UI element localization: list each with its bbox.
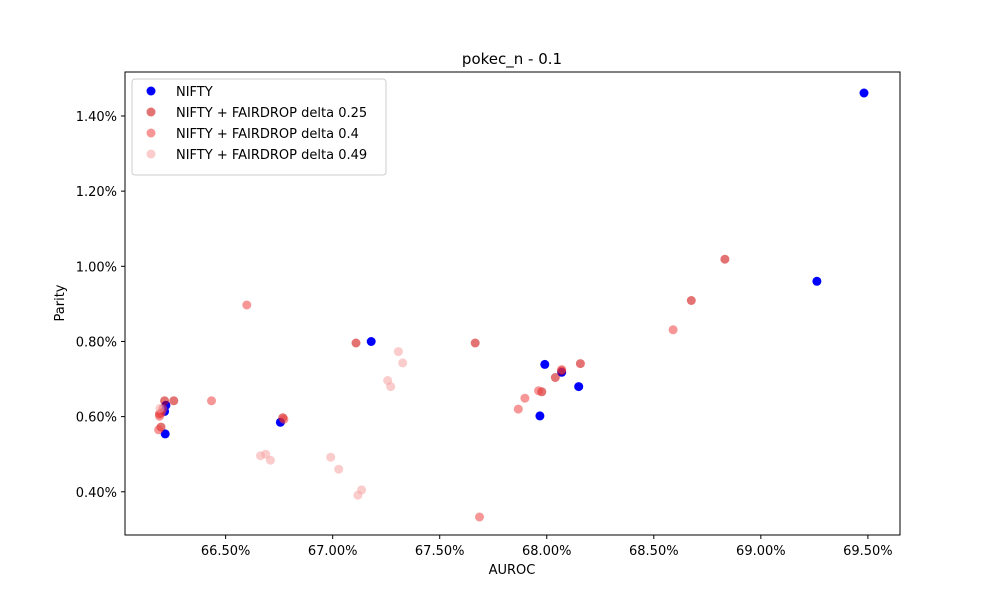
data-point (366, 337, 376, 346)
data-point (574, 382, 584, 392)
y-tick-label: 1.40% (76, 110, 117, 125)
y-axis-label: Parity (53, 284, 68, 321)
data-point (686, 296, 696, 305)
data-point (155, 403, 165, 413)
legend: NIFTY NIFTY + FAIRDROP delta 0.25 NIFTY + … (131, 78, 387, 176)
data-point (265, 455, 275, 465)
legend-label: NIFTY (176, 85, 213, 100)
data-point (550, 373, 560, 382)
y-tick-label: 0.80% (76, 335, 117, 350)
y-tick-label: 0.40% (76, 486, 117, 501)
data-point (160, 429, 170, 439)
data-point (470, 338, 480, 348)
data-point (575, 359, 585, 369)
data-point (242, 300, 252, 310)
legend-marker (146, 86, 156, 96)
legend-marker (146, 128, 156, 138)
data-point (351, 338, 361, 348)
legend-label: NIFTY + FAIRDROP delta 0.49 (176, 148, 367, 163)
data-point (720, 254, 730, 264)
legend-marker (146, 149, 156, 159)
legend-marker (146, 107, 156, 117)
data-point (386, 382, 396, 392)
data-point (334, 464, 344, 474)
x-tick-label: 69.50% (843, 544, 893, 559)
data-point (534, 386, 544, 396)
x-tick-label: 68.50% (629, 544, 679, 559)
data-point (393, 347, 403, 357)
data-point (279, 414, 289, 424)
series-3 (155, 347, 408, 500)
data-point (357, 485, 367, 495)
data-point (160, 396, 170, 406)
legend-label: NIFTY + FAIRDROP delta 0.4 (176, 127, 359, 142)
data-point (812, 276, 822, 286)
data-point (557, 365, 567, 375)
plot-frame (124, 71, 901, 536)
x-tick-label: 69.00% (736, 544, 786, 559)
data-point (859, 88, 869, 98)
x-tick-label: 66.50% (201, 544, 251, 559)
y-tick-label: 1.00% (76, 260, 117, 275)
data-point (154, 425, 164, 435)
legend-box (131, 78, 387, 176)
data-point (398, 358, 408, 368)
data-point (207, 396, 216, 406)
data-point (668, 325, 678, 335)
y-axis: 0.40% 0.60% 0.80% 1.00% 1.20% 1.40% (76, 110, 125, 501)
legend-label: NIFTY + FAIRDROP delta 0.25 (176, 106, 367, 121)
y-tick-label: 0.60% (76, 411, 117, 426)
chart-title: pokec_n - 0.1 (462, 50, 562, 69)
x-axis-label: AUROC (489, 563, 536, 578)
x-tick-label: 67.50% (415, 544, 465, 559)
x-tick-label: 67.00% (308, 544, 358, 559)
y-tick-label: 1.20% (76, 185, 117, 200)
plot-marks (154, 88, 869, 522)
data-point (475, 512, 484, 522)
x-tick-label: 68.00% (522, 544, 572, 559)
x-axis: 66.50% 67.00% 67.50% 68.00% 68.50% 69.00% 69.5… (201, 535, 893, 559)
data-point (520, 393, 530, 403)
data-point (540, 359, 550, 369)
data-point (326, 452, 336, 462)
data-point (535, 411, 545, 421)
data-point (169, 396, 179, 406)
data-point (513, 404, 523, 414)
